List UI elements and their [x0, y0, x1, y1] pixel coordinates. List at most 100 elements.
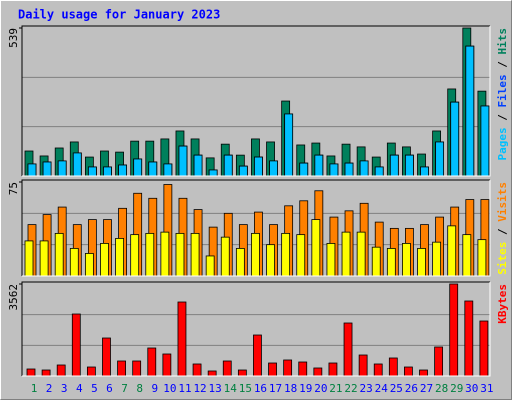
bar: [465, 45, 475, 177]
bar: [417, 248, 426, 277]
bar: [281, 232, 291, 277]
bar: [405, 154, 414, 177]
bar: [420, 166, 429, 177]
x-tick-label: 3: [61, 382, 68, 395]
legend-entry: Files: [496, 74, 509, 107]
bar: [329, 163, 339, 177]
bar: [402, 243, 411, 277]
bar: [358, 354, 368, 377]
bar: [462, 234, 472, 277]
bar: [254, 156, 263, 177]
bar: [24, 240, 34, 277]
x-tick-label: 27: [420, 382, 433, 395]
bar: [253, 334, 262, 377]
x-tick-label: 24: [375, 382, 389, 395]
bar: [147, 347, 157, 377]
bar: [192, 363, 202, 377]
x-tick-label: 25: [390, 382, 403, 395]
bar: [207, 370, 217, 377]
legend-separator: /: [496, 108, 509, 128]
chart-title: Daily usage for January 2023: [18, 8, 220, 22]
x-tick-label: 17: [269, 382, 282, 395]
x-tick-label: 2: [46, 382, 53, 395]
bar: [435, 141, 445, 177]
bar: [41, 369, 51, 377]
bar: [343, 322, 353, 377]
bar: [388, 357, 398, 377]
bar: [235, 248, 245, 277]
y-tick-label: 539: [7, 28, 20, 48]
bar: [296, 234, 306, 277]
x-tick-label: 16: [254, 382, 267, 395]
bar: [299, 162, 309, 177]
bar: [266, 244, 275, 277]
bar: [162, 353, 172, 377]
x-tick-label: 26: [405, 382, 418, 395]
bar: [313, 367, 323, 377]
frame: [22, 180, 491, 277]
bar: [284, 113, 294, 177]
bar: [238, 165, 248, 177]
bar: [419, 369, 428, 377]
bar: [326, 243, 336, 277]
bar: [434, 346, 444, 377]
bar: [251, 232, 260, 277]
bar: [163, 163, 173, 177]
bar: [477, 239, 487, 277]
bar: [193, 154, 203, 177]
bar: [268, 362, 277, 377]
y-tick-label: 3562: [7, 284, 20, 311]
bar: [177, 301, 187, 377]
bar: [464, 300, 474, 377]
legend-entry: KBytes: [496, 284, 509, 324]
bar: [160, 231, 170, 277]
bar: [39, 240, 49, 277]
bar: [71, 313, 81, 377]
x-tick-label: 31: [480, 382, 493, 395]
bar: [311, 219, 321, 277]
bar: [115, 237, 124, 277]
x-tick-label: 8: [136, 382, 143, 395]
x-tick-label: 14: [224, 382, 238, 395]
legend-separator: /: [496, 222, 509, 242]
legend-entry: Pages: [496, 127, 509, 160]
bar: [132, 360, 142, 377]
bar: [57, 160, 67, 177]
x-tick-label: 6: [106, 382, 113, 395]
bar: [450, 101, 460, 177]
bar: [205, 255, 215, 277]
legend: KBytes: [496, 284, 509, 324]
x-tick-label: 1: [31, 382, 38, 395]
frame: [22, 282, 491, 377]
bar: [269, 160, 278, 177]
bar: [298, 361, 308, 377]
legend-separator: /: [496, 55, 509, 75]
bar: [447, 225, 457, 277]
bar: [283, 359, 293, 377]
bar: [314, 154, 324, 177]
bar: [84, 253, 94, 277]
x-tick-label: 20: [314, 382, 327, 395]
bar: [373, 363, 383, 377]
legend-entry: Visits: [496, 182, 509, 222]
x-tick-label: 4: [76, 382, 83, 395]
bar: [479, 320, 489, 377]
bar: [56, 364, 66, 377]
x-tick-label: 11: [178, 382, 191, 395]
x-tick-label: 5: [91, 382, 98, 395]
bar: [145, 232, 155, 277]
bar: [86, 366, 96, 377]
bar: [374, 166, 384, 177]
x-tick-label: 18: [284, 382, 297, 395]
bar: [27, 163, 37, 177]
x-tick-label: 29: [450, 382, 463, 395]
bar: [359, 160, 369, 177]
bar: [222, 360, 232, 377]
bar: [103, 166, 112, 177]
bar: [100, 243, 109, 277]
legend: Pages / Files / Hits: [496, 28, 509, 161]
bar: [130, 234, 140, 277]
bar: [69, 248, 79, 277]
